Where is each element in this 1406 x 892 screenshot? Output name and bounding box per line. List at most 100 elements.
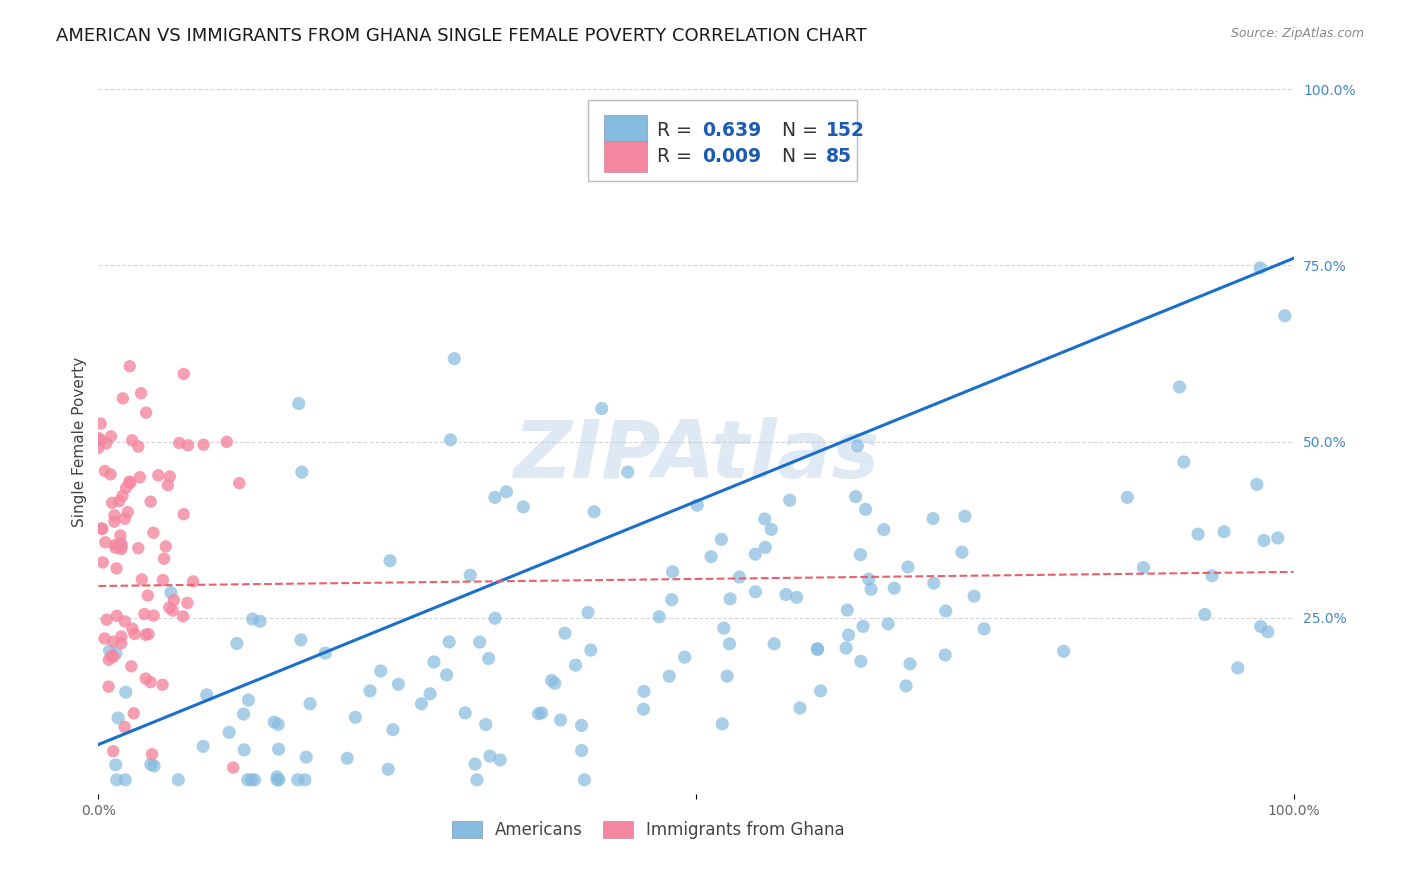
Text: N =: N = — [770, 146, 830, 166]
Point — [661, 592, 683, 607]
Point — [236, 772, 259, 787]
Point — [935, 604, 957, 618]
Point — [763, 637, 786, 651]
Point — [115, 481, 138, 495]
Point — [633, 684, 655, 698]
Point — [173, 367, 195, 381]
Point — [1213, 524, 1236, 539]
Point — [108, 494, 131, 508]
Point — [291, 465, 314, 479]
Point — [648, 609, 671, 624]
Point — [222, 761, 245, 775]
Point — [110, 636, 132, 650]
Point — [710, 533, 733, 547]
Point — [1116, 491, 1139, 505]
Point — [489, 753, 512, 767]
Point — [139, 494, 162, 508]
Point — [571, 718, 593, 732]
Point — [922, 511, 945, 525]
Point — [118, 475, 141, 489]
Point — [110, 542, 132, 557]
Text: N =: N = — [770, 120, 824, 139]
Point — [139, 757, 162, 772]
Point — [91, 522, 114, 536]
Point — [267, 742, 290, 756]
Point — [484, 491, 506, 505]
Point — [550, 713, 572, 727]
Point — [104, 538, 127, 552]
Point — [806, 641, 828, 656]
Point — [686, 498, 709, 512]
Point — [381, 723, 404, 737]
Point — [295, 750, 318, 764]
Point — [718, 637, 741, 651]
Legend: Americans, Immigrants from Ghana: Americans, Immigrants from Ghana — [444, 814, 852, 846]
Point — [873, 523, 896, 537]
Point — [94, 464, 117, 478]
Point — [159, 469, 181, 483]
Point — [294, 772, 316, 787]
Point — [883, 581, 905, 595]
Point — [111, 392, 134, 406]
Point — [478, 651, 501, 665]
Text: ZIPAtlas: ZIPAtlas — [513, 417, 879, 495]
Point — [142, 525, 165, 540]
Point — [527, 706, 550, 721]
Point — [114, 720, 136, 734]
Point — [728, 570, 751, 584]
Point — [101, 496, 124, 510]
Point — [849, 654, 872, 668]
Point — [855, 502, 877, 516]
Point — [243, 772, 266, 787]
Point — [1187, 527, 1209, 541]
Point — [218, 725, 240, 739]
Point — [571, 743, 593, 757]
Point — [846, 439, 869, 453]
Point — [100, 648, 122, 663]
Point — [152, 573, 174, 587]
Point — [574, 772, 596, 787]
Point — [576, 605, 599, 619]
Point — [104, 647, 127, 661]
Point — [894, 679, 917, 693]
Point — [103, 744, 125, 758]
Point — [162, 603, 184, 617]
Point — [93, 632, 115, 646]
Point — [1194, 607, 1216, 622]
Point — [591, 401, 613, 416]
Point — [191, 739, 214, 754]
Point — [806, 642, 828, 657]
Point — [540, 673, 562, 688]
Point — [97, 653, 120, 667]
Point — [96, 613, 118, 627]
Point — [167, 772, 190, 787]
Point — [810, 684, 832, 698]
Point — [120, 659, 142, 673]
Point — [90, 522, 112, 536]
Point — [544, 676, 567, 690]
Point — [564, 658, 586, 673]
Point — [266, 772, 288, 787]
Point — [121, 622, 143, 636]
Text: 85: 85 — [827, 146, 852, 166]
Point — [314, 646, 336, 660]
Point — [110, 537, 132, 551]
Point — [177, 438, 200, 452]
Point — [90, 417, 112, 431]
Point — [838, 628, 860, 642]
Point — [287, 772, 309, 787]
Point — [135, 628, 157, 642]
Point — [124, 627, 146, 641]
Point — [173, 507, 195, 521]
Point — [744, 547, 766, 561]
FancyBboxPatch shape — [605, 114, 647, 145]
Point — [661, 565, 683, 579]
Point — [225, 636, 247, 650]
Point — [950, 545, 973, 559]
Point — [454, 706, 477, 720]
Point — [135, 672, 157, 686]
Point — [858, 572, 880, 586]
Point — [100, 467, 122, 482]
Point — [761, 522, 783, 536]
Y-axis label: Single Female Poverty: Single Female Poverty — [72, 357, 87, 526]
